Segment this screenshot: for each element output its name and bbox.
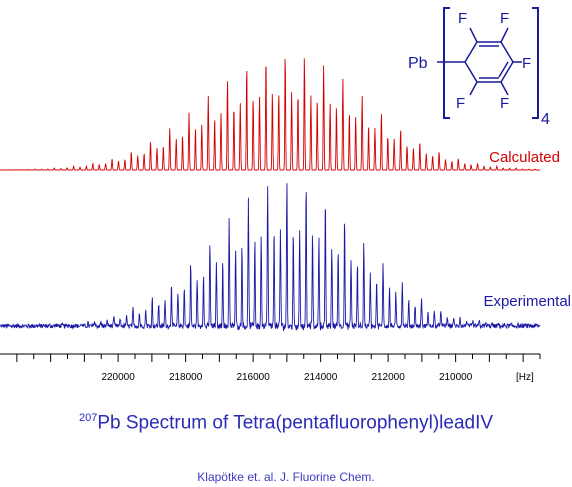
cf-bond-5: [500, 81, 509, 96]
chart-title: 207Pb Spectrum of Tetra(pentafluoropheny…: [0, 412, 572, 434]
x-axis-unit-label: [Hz]: [516, 372, 534, 383]
x-tick-label: 210000: [439, 372, 473, 383]
f-atom-label-3: F: [522, 55, 531, 72]
f-atom-label-2: F: [500, 10, 509, 27]
x-tick-label: 214000: [304, 372, 338, 383]
isotope-superscript: 207: [78, 412, 98, 424]
chart-credit: Klapötke et. al. J. Fluorine Chem.: [197, 470, 375, 484]
benzene-ring-icon: [464, 41, 514, 83]
x-axis: 220000 218000 216000 214000 212000 210000 [Hz…: [0, 353, 541, 383]
cf-bond-2: [500, 27, 509, 43]
count-subscript: 4: [541, 111, 550, 128]
series-label-calculated: Calculated: [489, 149, 560, 166]
series-line-calculated: [0, 58, 540, 171]
x-axis-ticks: 220000 218000 216000 214000 212000 210000: [16, 354, 541, 383]
cf-bond-1: [469, 27, 478, 43]
left-bracket-icon: [443, 7, 450, 119]
f-atom-label-1: F: [458, 10, 467, 27]
cf-bond-4: [469, 81, 478, 96]
x-tick-label: 216000: [236, 372, 270, 383]
pb-atom-label: Pb: [408, 55, 428, 72]
x-tick-label: 218000: [169, 372, 203, 383]
x-tick-label: 220000: [101, 372, 135, 383]
right-bracket-icon: [532, 7, 539, 119]
f-atom-label-5: F: [500, 95, 509, 112]
series-layer: [0, 58, 541, 332]
ring-double-bond-3: [498, 61, 509, 78]
series-line-experimental: [0, 183, 541, 332]
x-tick-label: 212000: [371, 372, 405, 383]
f-atom-label-4: F: [456, 95, 465, 112]
series-label-experimental: Experimental: [483, 293, 571, 310]
chart-title-text: Pb Spectrum of Tetra(pentafluorophenyl)l…: [97, 412, 494, 434]
pentafluorophenyl-structure: Pb F F F F F 4: [408, 7, 550, 128]
